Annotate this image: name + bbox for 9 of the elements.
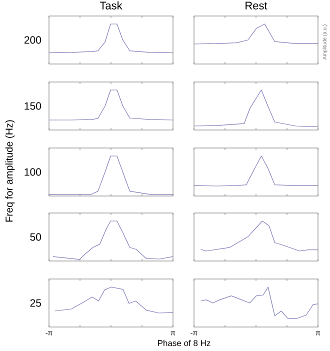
text: Freq for amplitude (Hz) [5, 120, 15, 222]
y-axis-title: 25 [30, 299, 42, 307]
chart-title: Rest [246, 2, 268, 10]
chart-title: Task [100, 1, 122, 10]
text: Phase of 8 Hz [158, 340, 210, 346]
y-axis-title: 50 [30, 233, 42, 241]
y-axis-title: 200 [24, 36, 42, 44]
y-axis-title: 100 [24, 168, 42, 176]
y-axis-title: 150 [24, 102, 42, 110]
